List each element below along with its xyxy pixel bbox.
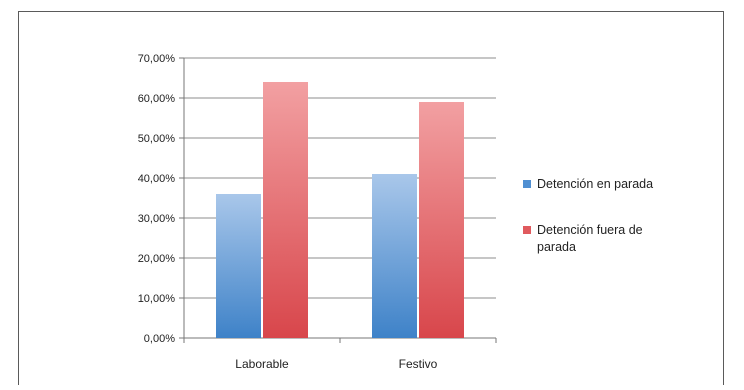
bar-en-parada-festivo [372, 174, 417, 338]
y-tick-label: 0,00% [144, 333, 175, 345]
axis-labels: 0,00% 10,00% 20,00% 30,00% 40,00% 50,00% 60,00… [138, 53, 438, 371]
y-tick-label: 20,00% [138, 253, 176, 265]
y-tick-label: 60,00% [138, 93, 176, 105]
legend-item-fuera-de-parada: Detención fuera de parada [523, 223, 643, 254]
legend-swatch [523, 180, 531, 188]
y-tick-label: 30,00% [138, 213, 176, 225]
legend-label-line: Detención fuera de [537, 223, 643, 237]
legend-swatch [523, 226, 531, 234]
y-tick-label: 50,00% [138, 133, 176, 145]
x-category-label: Festivo [399, 357, 438, 371]
legend-label-line: parada [537, 240, 576, 254]
legend-label-line: Detención en parada [537, 177, 653, 191]
y-tick-label: 70,00% [138, 53, 176, 65]
bars [216, 82, 464, 338]
legend-item-en-parada: Detención en parada [523, 177, 653, 191]
legend-label: Detención fuera de parada [537, 223, 643, 254]
y-tick-label: 40,00% [138, 173, 176, 185]
y-tick-label: 10,00% [138, 293, 176, 305]
x-category-label: Laborable [235, 357, 289, 371]
bar-fuera-de-parada-laborable [263, 82, 308, 338]
chart-frame [18, 11, 724, 385]
bar-en-parada-laborable [216, 194, 261, 338]
legend-label: Detención en parada [537, 177, 653, 191]
bar-fuera-de-parada-festivo [419, 102, 464, 338]
legend: Detención en parada Detención fuera de par… [523, 177, 653, 254]
